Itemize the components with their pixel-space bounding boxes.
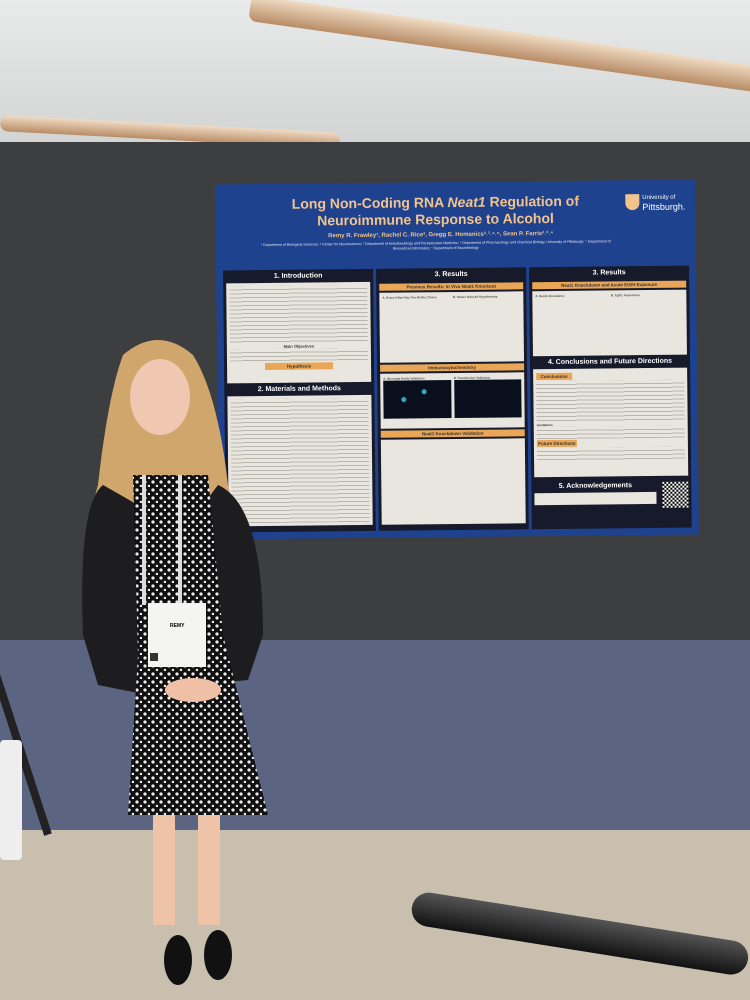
subsection-heading: Neat1 Knockdown and Acute EtOH Exposure	[532, 280, 687, 290]
ceiling	[0, 0, 750, 160]
person: REMY	[82, 340, 268, 985]
future-label: Future Directions	[536, 439, 577, 448]
microscopy-image	[383, 380, 452, 419]
acknowledgements-panel	[534, 491, 657, 506]
shoe	[204, 930, 232, 980]
behavior-figure: A. Every-Other-Day Two Bottle Choice B. …	[379, 291, 525, 363]
microscopy-image	[453, 379, 522, 419]
hands	[165, 678, 221, 702]
knockdown-figure	[380, 438, 526, 525]
university-logo: University of Pittsburgh.	[625, 192, 685, 213]
section-heading: 3. Results	[434, 270, 468, 279]
poster-authors: Remy R. Frawley¹, Rachel C. Rice², Gregg…	[328, 230, 554, 240]
icc-figure: A. Microglia Purity Validation B. Transfe…	[380, 372, 525, 429]
conclusions-panel: Conclusions Limitations Future Direction…	[533, 367, 689, 478]
poster-affiliations: ¹ Department of Biological Sciences; ² C…	[260, 239, 611, 251]
easel-stand	[0, 620, 60, 860]
subsection-heading: Neat1 Knockdown Validation	[380, 429, 525, 438]
conclusions-label: Conclusions	[536, 372, 573, 381]
badge-name: REMY	[170, 623, 185, 629]
legs	[198, 815, 220, 925]
legs	[153, 815, 175, 925]
column-2: 3. Results Previous Results: In Vivo Nea…	[376, 267, 529, 531]
figure-label: A. Neat1 Abundance	[535, 293, 565, 299]
face	[130, 359, 190, 435]
qr-code[interactable]	[662, 481, 689, 508]
figure-label: B. Stress Induced Hypothermia	[452, 294, 498, 300]
subsection-heading: Immunocytochemistry	[380, 363, 525, 372]
poster-title: Long Non-Coding RNA Neat1 Regulation of …	[291, 192, 580, 229]
subsection-heading: Previous Results: In Vivo Neat1 Knockout	[379, 282, 524, 291]
section-heading: 3. Results	[592, 269, 626, 277]
lanyard	[178, 475, 182, 605]
badge-qr	[150, 653, 158, 661]
ceiling-duct	[248, 0, 750, 94]
shoe	[164, 935, 192, 985]
poster-tube	[402, 880, 750, 977]
lanyard	[142, 475, 146, 605]
figure-label: A. Every-Other-Day Two Bottle Choice	[382, 295, 437, 300]
column-3: 3. Results Neat1 Knockdown and Acute EtO…	[529, 265, 692, 530]
figure-label: B. Tgfb1 Abundance	[610, 293, 640, 298]
abundance-figure: A. Neat1 Abundance B. Tgfb1 Abundance	[532, 289, 687, 357]
shield-icon	[625, 194, 640, 211]
concrete-floor	[0, 830, 750, 1000]
section-heading: 5. Acknowledgements	[558, 482, 632, 490]
research-poster: Long Non-Coding RNA Neat1 Regulation of …	[215, 179, 699, 540]
